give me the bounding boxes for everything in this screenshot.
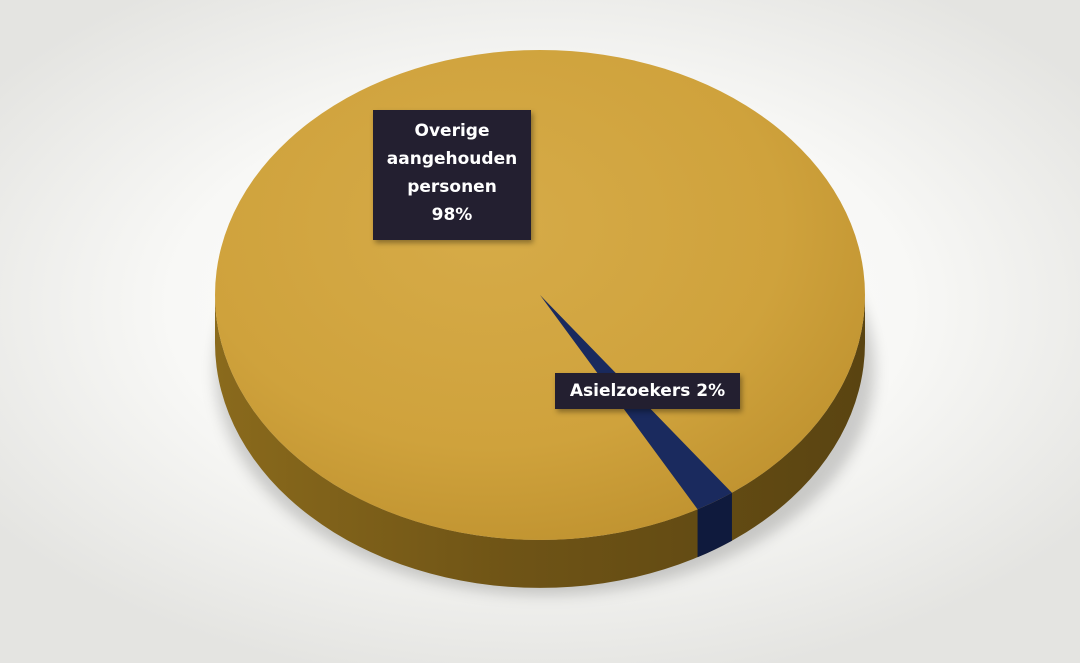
- slice-label-asielzoekers: Asielzoekers 2%: [555, 373, 740, 409]
- slice-label-overige-line-4: 98%: [431, 205, 473, 225]
- slice-label-overige: Overige aangehouden personen 98%: [373, 110, 531, 240]
- slice-label-overige-line-3: personen: [407, 177, 497, 197]
- slice-label-overige-line-1: Overige: [414, 121, 490, 141]
- asielzoekers-slice-side: [697, 492, 732, 558]
- slice-label-overige-line-2: aangehouden: [386, 149, 518, 169]
